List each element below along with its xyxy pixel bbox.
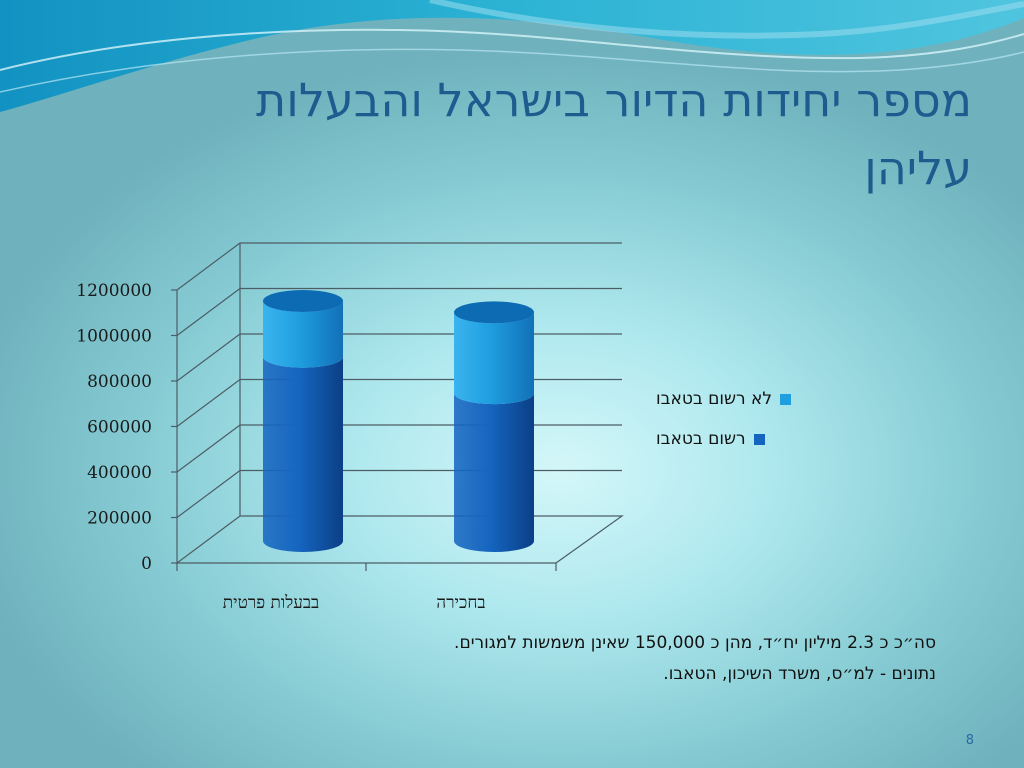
slide-number: 8 [965, 733, 974, 748]
bar-registered-private [263, 356, 343, 552]
gridline [176, 333, 622, 382]
gridline [176, 424, 622, 473]
y-axis-tick-labels: 1200000 1000000 800000 600000 400000 200000 0 [76, 281, 152, 574]
legend-swatch-registered [753, 433, 765, 445]
legend-item-registered: רשום בטאבו [656, 429, 765, 449]
x-category-label: בבעלות פרטית [223, 593, 319, 613]
bar-top-cap [263, 289, 343, 312]
legend-label-not-registered: לא רשום בטאבו [656, 389, 773, 409]
gridline [176, 287, 622, 336]
chart-axes [171, 243, 624, 571]
bar-not-registered-private [263, 300, 343, 368]
slide-title: מספר יחידות הדיור בישראל והבעלות עליהן [72, 66, 972, 202]
chart-bars [263, 289, 534, 552]
decorative-wave-banner [0, 0, 1024, 112]
y-tick-label: 1200000 [76, 281, 152, 301]
bar-top-cap [454, 301, 534, 324]
legend-label-registered: רשום בטאבו [656, 429, 746, 449]
footnote-data-sources: נתונים - למ״ס, משרד השיכון, הטאבו. [663, 664, 936, 684]
gridline [176, 378, 622, 427]
legend-swatch-not-registered [780, 393, 792, 405]
y-tick-label: 200000 [87, 509, 152, 529]
footnote-total-units: סה״כ כ 2.3 מיליון יח״ד, מהן כ 150,000 שא… [454, 633, 936, 653]
bar-registered-leasehold [454, 393, 534, 552]
chart-grid [176, 242, 622, 518]
gridline [176, 469, 622, 518]
y-tick-label: 800000 [87, 372, 152, 392]
chart-floor [175, 515, 624, 564]
gridline [176, 242, 622, 291]
x-category-label: בחכירה [436, 593, 485, 613]
bar-not-registered-leasehold [454, 312, 534, 405]
y-tick-label: 0 [141, 554, 152, 574]
slide-title-line-2: עליהן [864, 141, 972, 195]
y-tick-label: 600000 [87, 418, 152, 438]
x-axis-category-labels: בבעלות פרטית בחכירה [223, 593, 486, 613]
y-tick-label: 400000 [87, 463, 152, 483]
y-tick-label: 1000000 [76, 327, 152, 347]
legend-item-not-registered: לא רשום בטאבו [656, 389, 792, 409]
slide-title-line-1: מספר יחידות הדיור בישראל והבעלות [256, 73, 972, 127]
